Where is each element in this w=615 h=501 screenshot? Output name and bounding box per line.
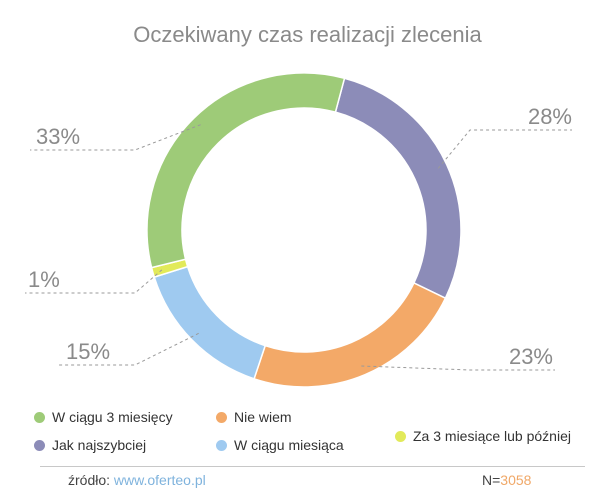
source-note: źródło: www.oferteo.pl	[68, 472, 206, 488]
legend-dot-za-3-miesiace	[395, 430, 406, 442]
leader-line-za-3-miesiace-lub-pozniej	[25, 269, 163, 294]
source-label: źródło:	[68, 472, 111, 488]
legend-item-w-ciagu-3-miesiecy: W ciągu 3 miesięcy	[34, 409, 173, 425]
footer-divider	[40, 466, 585, 467]
slice-w-ciagu-3-miesiecy	[146, 72, 346, 269]
data-label-w-ciagu-miesiaca: 15%	[66, 339, 110, 364]
data-label-za-3-miesiace-lub-pozniej: 1%	[28, 267, 60, 292]
legend-item-za-3-miesiace: Za 3 miesiące lub później	[395, 428, 571, 444]
sample-size-value: 3058	[500, 472, 532, 488]
legend-label-za-3-miesiace: Za 3 miesiące lub później	[413, 428, 571, 444]
source-link[interactable]: www.oferteo.pl	[113, 472, 206, 488]
legend-dot-nie-wiem	[216, 411, 227, 423]
data-label-w-ciagu-3-miesiecy: 33%	[36, 124, 80, 149]
data-label-jak-najszybciej: 28%	[528, 104, 572, 129]
slice-jak-najszybciej	[334, 77, 462, 300]
legend-label-jak-najszybciej: Jak najszybciej	[52, 437, 147, 453]
leader-line-w-ciagu-miesiaca	[58, 332, 199, 366]
data-label-nie-wiem: 23%	[509, 344, 553, 369]
legend-label-w-ciagu-miesiaca: W ciągu miesiąca	[234, 437, 344, 453]
leader-line-w-ciagu-3-miesiecy	[30, 124, 201, 151]
slice-nie-wiem	[253, 281, 447, 388]
legend-label-nie-wiem: Nie wiem	[234, 409, 292, 425]
legend-dot-w-ciagu-3-miesiecy	[34, 411, 45, 423]
legend-item-nie-wiem: Nie wiem	[216, 409, 292, 425]
leader-line-jak-najszybciej	[437, 129, 572, 169]
slice-w-ciagu-miesiaca	[153, 265, 267, 380]
sample-size-label: N=	[482, 472, 501, 488]
chart-title: Oczekiwany czas realizacji zlecenia	[133, 22, 482, 47]
sample-size: N=3058	[482, 472, 531, 488]
legend-item-w-ciagu-miesiaca: W ciągu miesiąca	[216, 437, 344, 453]
legend-dot-w-ciagu-miesiaca	[216, 439, 227, 451]
legend-label-w-ciagu-3-miesiecy: W ciągu 3 miesięcy	[52, 409, 173, 425]
legend-item-jak-najszybciej: Jak najszybciej	[34, 437, 146, 453]
leader-line-nie-wiem	[361, 365, 555, 371]
donut-chart: 28% 23% 15% 1% 33%	[25, 72, 572, 388]
legend-dot-jak-najszybciej	[34, 439, 45, 451]
